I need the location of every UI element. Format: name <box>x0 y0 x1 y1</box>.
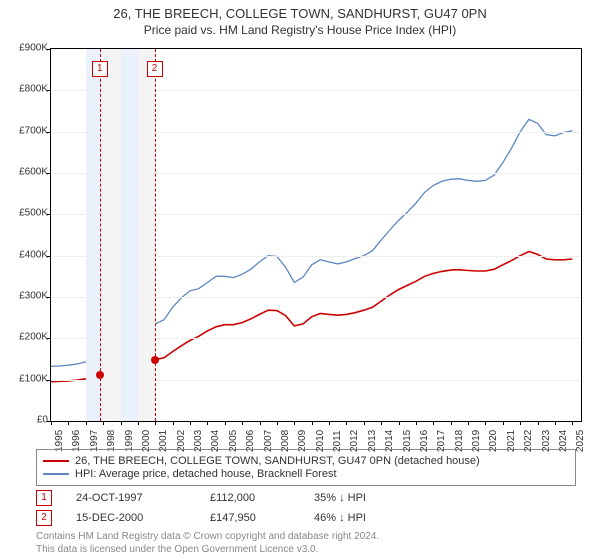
y-axis-label: £900K <box>2 43 48 54</box>
event-line <box>155 49 156 421</box>
transaction-row: 1 24-OCT-1997 £112,000 35% ↓ HPI <box>36 490 576 506</box>
chart-title-block: 26, THE BREECH, COLLEGE TOWN, SANDHURST,… <box>0 0 600 39</box>
legend-item-hpi: HPI: Average price, detached house, Brac… <box>43 468 569 480</box>
transaction-price: £147,950 <box>210 512 290 524</box>
y-axis-label: £300K <box>2 291 48 302</box>
footnote-line: This data is licensed under the Open Gov… <box>36 544 379 557</box>
y-axis-label: £400K <box>2 249 48 260</box>
legend-swatch <box>43 473 69 475</box>
x-axis-label: 2025 <box>575 430 586 452</box>
transaction-date: 24-OCT-1997 <box>76 492 186 504</box>
legend: 26, THE BREECH, COLLEGE TOWN, SANDHURST,… <box>36 449 576 486</box>
legend-item-price-paid: 26, THE BREECH, COLLEGE TOWN, SANDHURST,… <box>43 455 569 467</box>
transactions-table: 1 24-OCT-1997 £112,000 35% ↓ HPI 2 15-DE… <box>36 490 576 530</box>
legend-label: 26, THE BREECH, COLLEGE TOWN, SANDHURST,… <box>75 455 480 467</box>
transaction-delta: 46% ↓ HPI <box>314 512 424 524</box>
event-marker: 1 <box>92 61 108 77</box>
shade-band <box>138 49 155 421</box>
y-axis-label: £200K <box>2 332 48 343</box>
y-axis-label: £800K <box>2 84 48 95</box>
shade-band <box>103 49 120 421</box>
event-dot <box>96 371 104 379</box>
shade-band <box>121 49 138 421</box>
event-marker: 2 <box>147 61 163 77</box>
y-axis-label: £600K <box>2 167 48 178</box>
legend-label: HPI: Average price, detached house, Brac… <box>75 468 337 480</box>
event-dot <box>151 356 159 364</box>
chart-plot-area: 1995199619971998199920002001200220032004… <box>50 48 582 422</box>
transaction-row: 2 15-DEC-2000 £147,950 46% ↓ HPI <box>36 510 576 526</box>
transaction-delta: 35% ↓ HPI <box>314 492 424 504</box>
footnote: Contains HM Land Registry data © Crown c… <box>36 531 379 556</box>
transaction-price: £112,000 <box>210 492 290 504</box>
footnote-line: Contains HM Land Registry data © Crown c… <box>36 531 379 544</box>
transaction-marker: 2 <box>36 510 52 526</box>
y-axis-label: £700K <box>2 125 48 136</box>
event-line <box>100 49 101 421</box>
y-axis-label: £100K <box>2 373 48 384</box>
transaction-marker: 1 <box>36 490 52 506</box>
chart-subtitle: Price paid vs. HM Land Registry's House … <box>0 23 600 37</box>
chart-title: 26, THE BREECH, COLLEGE TOWN, SANDHURST,… <box>0 6 600 21</box>
legend-swatch <box>43 460 69 462</box>
y-axis-label: £0 <box>2 415 48 426</box>
transaction-date: 15-DEC-2000 <box>76 512 186 524</box>
y-axis-label: £500K <box>2 208 48 219</box>
